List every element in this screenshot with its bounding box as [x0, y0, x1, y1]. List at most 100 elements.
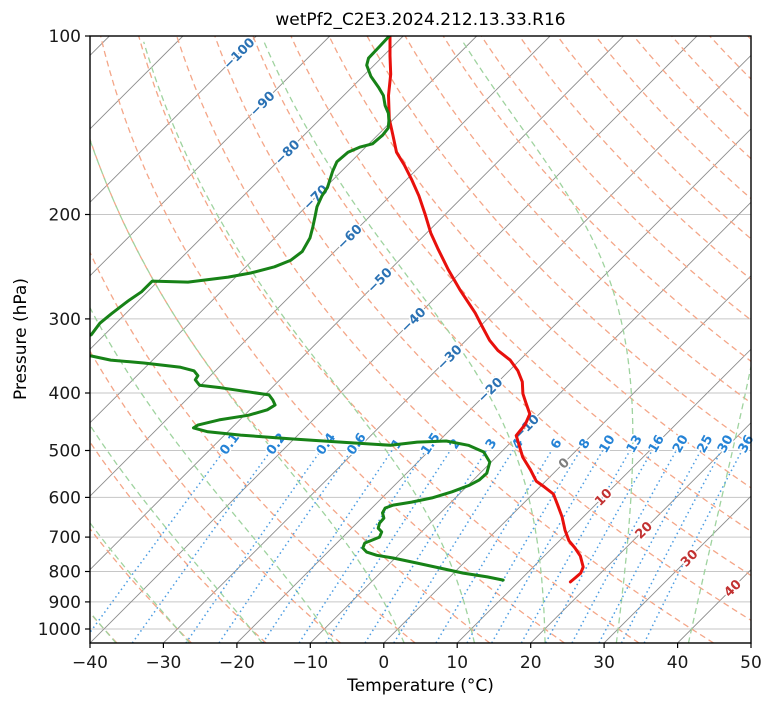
mixing-ratio-line	[325, 450, 451, 643]
isotherm-line	[603, 495, 751, 643]
x-tick-label: 20	[520, 653, 542, 673]
isotherm-line	[90, 36, 478, 424]
dry-adiabat-line	[747, 36, 751, 41]
isotherm-line	[90, 36, 331, 277]
x-tick-label: 0	[378, 653, 389, 673]
x-tick-label: 10	[446, 653, 468, 673]
mixing-ratio-line	[393, 450, 514, 643]
isotherm-label: −60	[335, 222, 366, 253]
mixing-ratio-line	[185, 450, 322, 643]
mixing-ratio-label: 0.2	[264, 431, 290, 458]
isotherm-label: 0	[556, 455, 573, 472]
mixing-ratio-label: 3	[483, 436, 501, 452]
isotherm-line	[236, 128, 751, 643]
y-tick-label: 900	[49, 593, 81, 613]
dry-adiabat-line	[252, 36, 751, 577]
line-labels: −100−90−80−70−60−50−40−30−20−10010203040…	[216, 34, 759, 602]
moist-adiabat-line	[263, 41, 546, 643]
x-tick-label: −20	[219, 653, 255, 673]
isotherm-label: −30	[434, 342, 465, 373]
dry-adiabat-line	[90, 250, 416, 643]
isotherm-line	[90, 36, 257, 203]
moist-adiabat-line	[90, 611, 117, 643]
dry-adiabat-line	[518, 36, 751, 281]
dry-adiabat-line	[328, 36, 751, 489]
dry-adiabat-line	[176, 36, 714, 643]
y-axis-title: Pressure (hPa)	[11, 278, 31, 400]
moist-adiabats	[90, 41, 775, 643]
dewpoint-line	[90, 36, 505, 582]
mixing-ratio-line	[520, 450, 631, 643]
isotherm-label: 10	[592, 486, 615, 509]
chart-title: wetPf2_C2E3.2024.212.13.33.R16	[275, 10, 566, 30]
mixing-ratio-label: 30	[715, 433, 737, 456]
dry-adiabats	[90, 36, 751, 643]
isotherm-line	[309, 201, 751, 643]
mixing-ratio-line	[218, 450, 353, 643]
isotherm-label: −40	[398, 305, 429, 336]
isotherm-line	[383, 275, 751, 643]
x-axis-title: Temperature (°C)	[347, 676, 494, 696]
dry-adiabat-line	[90, 349, 342, 643]
x-tick-label: 30	[593, 653, 615, 673]
isotherm-line	[90, 36, 551, 497]
moist-adiabat-line	[761, 42, 775, 643]
x-tick-label: 40	[667, 653, 689, 673]
mixing-ratio-label: 0.4	[314, 431, 340, 458]
mixing-ratio-label: 13	[624, 433, 646, 456]
mixing-ratio-lines	[90, 450, 743, 643]
mixing-ratio-label: 10	[597, 433, 619, 456]
mixing-ratio-line	[544, 450, 653, 643]
isotherm-line	[90, 36, 698, 643]
mixing-ratio-label: 20	[670, 433, 692, 456]
isotherm-label: −100	[221, 35, 258, 72]
y-tick-label: 600	[49, 488, 81, 508]
isotherms	[90, 36, 751, 643]
temperature-line	[387, 36, 585, 584]
moist-adiabat-line	[143, 41, 476, 643]
dry-adiabat-line	[366, 36, 751, 446]
isotherm-line	[456, 348, 751, 643]
dry-adiabat-line	[480, 36, 751, 321]
y-tick-label: 1000	[38, 620, 81, 640]
isotherm-label: −80	[272, 137, 303, 168]
pressure-gridlines	[90, 36, 751, 630]
isotherm-line	[90, 36, 624, 571]
isotherm-label: 40	[722, 577, 745, 600]
dry-adiabat-line	[138, 36, 640, 643]
isotherm-line	[90, 36, 404, 350]
y-tick-label: 200	[49, 206, 81, 226]
mixing-ratio-line	[298, 450, 427, 643]
y-tick-label: 300	[49, 310, 81, 330]
moist-adiabat-line	[90, 521, 191, 643]
dry-adiabat-line	[442, 36, 751, 363]
sounding-profiles	[90, 36, 585, 584]
dry-adiabat-line	[404, 36, 751, 404]
axis-ticks: −40 −30 −20 −10 0 10 20 30 40 5010020030040050060…	[38, 27, 762, 673]
moist-adiabat-line	[90, 424, 263, 643]
y-tick-label: 500	[49, 442, 81, 462]
mixing-ratio-line	[571, 450, 677, 643]
x-tick-label: −10	[292, 653, 328, 673]
dry-adiabat-line	[214, 36, 751, 622]
moist-adiabat-line	[462, 41, 634, 643]
moist-adiabat-line	[90, 306, 335, 643]
mixing-ratio-line	[643, 450, 743, 643]
x-tick-label: −30	[145, 653, 181, 673]
isotherm-line	[163, 54, 751, 643]
mixing-ratio-label: 8	[576, 436, 594, 452]
moist-adiabat-line	[687, 363, 751, 643]
isotherm-line	[530, 422, 751, 643]
mixing-ratio-line	[598, 450, 702, 643]
isotherm-line	[750, 642, 751, 643]
dry-adiabat-line	[556, 36, 751, 240]
dry-adiabat-line	[709, 36, 751, 80]
mixing-ratio-label: 25	[695, 433, 717, 456]
y-tick-label: 400	[49, 384, 81, 404]
isotherm-label: −50	[365, 265, 396, 296]
mixing-ratio-line	[131, 450, 272, 643]
dry-adiabat-line	[90, 137, 491, 643]
isotherm-label: −90	[247, 89, 278, 120]
